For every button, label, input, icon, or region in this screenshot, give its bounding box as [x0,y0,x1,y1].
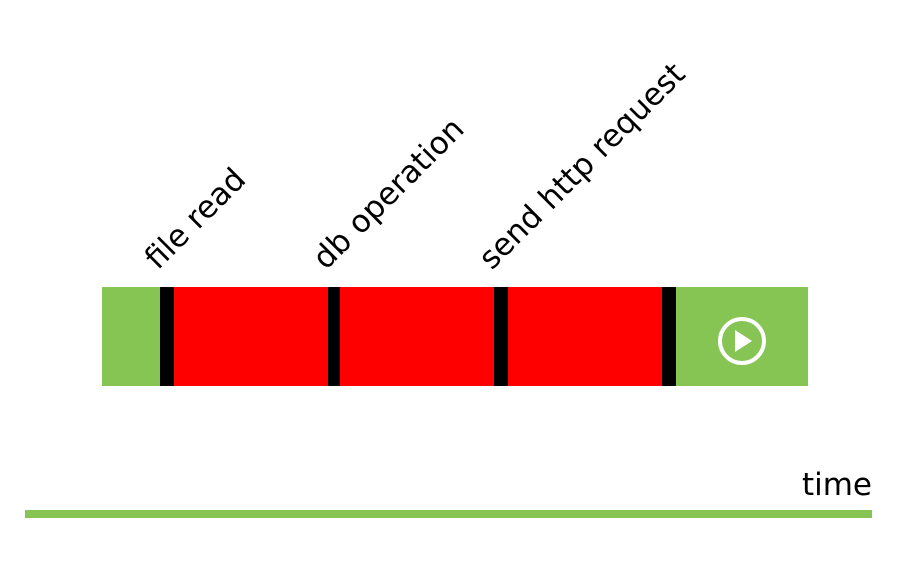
separator-4 [662,287,676,386]
separator-1 [160,287,174,386]
blocked-segment-file-read [174,287,328,386]
blocked-segment-db-operation [340,287,494,386]
play-circle-icon [718,317,766,365]
time-axis-label: time [801,467,872,503]
blocked-segment-http-request [508,287,662,386]
separator-2 [328,287,340,386]
idle-segment-start [102,287,160,386]
time-axis [25,510,872,518]
separator-3 [494,287,508,386]
